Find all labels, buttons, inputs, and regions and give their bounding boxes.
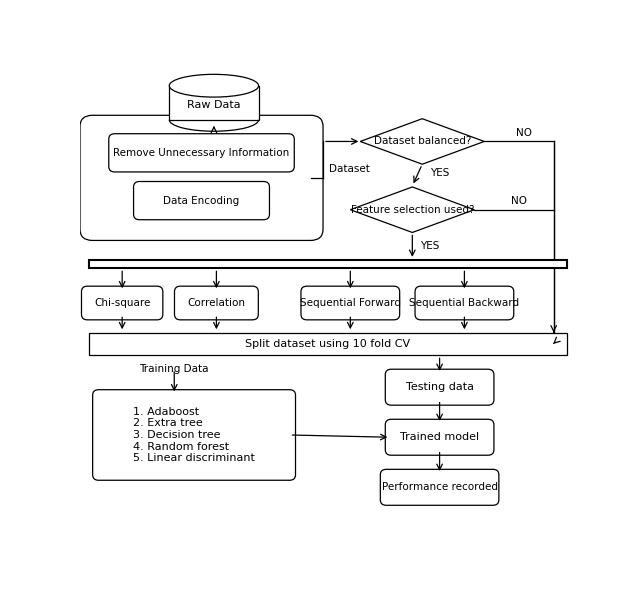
Text: Split dataset using 10 fold CV: Split dataset using 10 fold CV — [245, 339, 411, 349]
Text: Trained model: Trained model — [400, 432, 479, 442]
Text: NO: NO — [516, 128, 532, 138]
Bar — [89, 333, 567, 355]
Text: YES: YES — [429, 168, 449, 178]
FancyBboxPatch shape — [80, 115, 323, 241]
Text: Correlation: Correlation — [188, 298, 245, 308]
Text: Dataset: Dataset — [330, 164, 371, 174]
Text: Performance recorded: Performance recorded — [381, 482, 498, 492]
Text: Raw Data: Raw Data — [187, 100, 241, 110]
Bar — [170, 86, 259, 120]
FancyBboxPatch shape — [81, 286, 163, 320]
FancyBboxPatch shape — [385, 369, 494, 405]
Text: NO: NO — [511, 196, 527, 206]
Polygon shape — [360, 119, 484, 164]
Polygon shape — [350, 187, 474, 232]
Text: Sequential Forward: Sequential Forward — [300, 298, 401, 308]
Text: Feature selection used?: Feature selection used? — [351, 204, 474, 215]
Text: 1. Adaboost
2. Extra tree
3. Decision tree
4. Random forest
5. Linear discrimina: 1. Adaboost 2. Extra tree 3. Decision tr… — [133, 407, 255, 463]
FancyBboxPatch shape — [134, 181, 269, 220]
Ellipse shape — [170, 74, 259, 97]
FancyBboxPatch shape — [109, 134, 294, 172]
FancyBboxPatch shape — [175, 286, 259, 320]
FancyBboxPatch shape — [93, 389, 296, 480]
Text: Sequential Backward: Sequential Backward — [410, 298, 520, 308]
FancyBboxPatch shape — [380, 469, 499, 505]
Text: Training Data: Training Data — [140, 363, 209, 374]
Text: Remove Unnecessary Information: Remove Unnecessary Information — [113, 148, 290, 158]
Text: YES: YES — [420, 241, 439, 251]
Text: Dataset balanced?: Dataset balanced? — [374, 137, 471, 147]
FancyBboxPatch shape — [415, 286, 514, 320]
Bar — [89, 260, 567, 268]
FancyBboxPatch shape — [301, 286, 399, 320]
Text: Testing data: Testing data — [406, 382, 474, 392]
FancyBboxPatch shape — [385, 419, 494, 455]
Text: Chi-square: Chi-square — [94, 298, 150, 308]
Text: Data Encoding: Data Encoding — [163, 196, 239, 206]
